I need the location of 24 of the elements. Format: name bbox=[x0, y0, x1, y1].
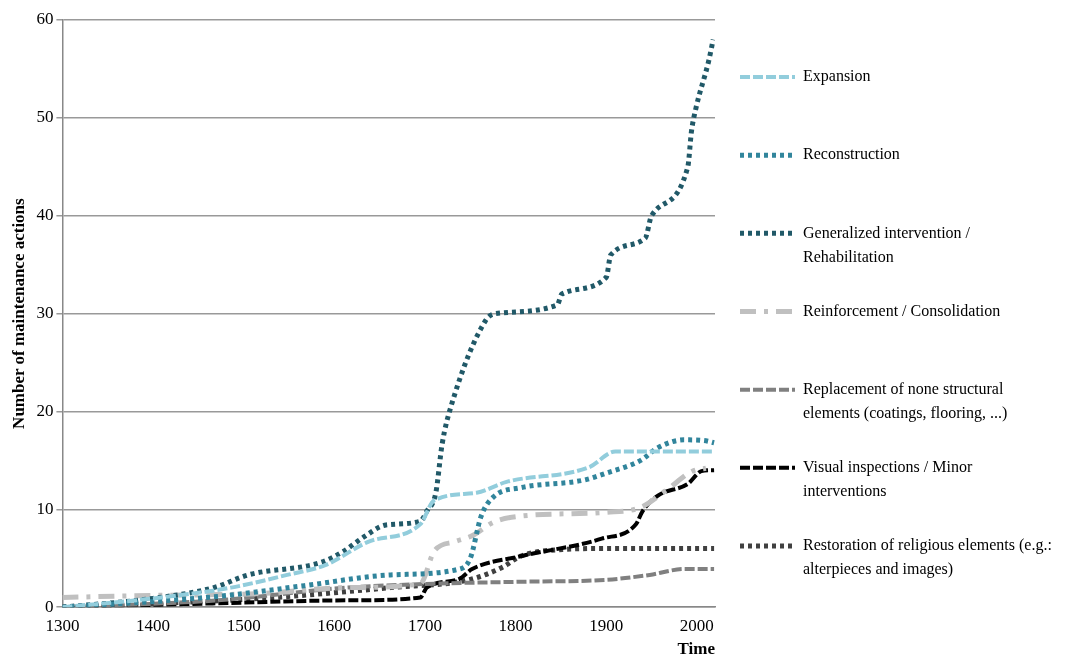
x-tick-label: 1900 bbox=[589, 615, 624, 635]
legend-label: Reconstruction bbox=[803, 145, 900, 163]
x-tick-label: 1700 bbox=[407, 615, 442, 635]
x-axis-title: Time bbox=[677, 639, 716, 659]
x-tick-label: 1500 bbox=[226, 615, 261, 635]
legend-label: Visual inspections / Minor interventions bbox=[803, 458, 973, 500]
x-tick-label: 1400 bbox=[136, 615, 171, 635]
legend-label: Restoration of religious elements (e.g.: alterpieces and images) bbox=[803, 536, 1052, 579]
y-tick-label: 50 bbox=[36, 107, 54, 127]
y-axis-title: Number of maintenance actions bbox=[8, 197, 28, 429]
legend-label: Generalized intervention / Rehabilitation bbox=[803, 223, 971, 265]
y-tick-label: 20 bbox=[36, 400, 54, 420]
x-tick-label: 1600 bbox=[317, 615, 352, 635]
y-tick-label: 40 bbox=[36, 205, 54, 225]
legend-label: Reinforcement / Consolidation bbox=[803, 301, 1001, 319]
legend-label: Replacement of none structural elements (coatings, flooring, ...) bbox=[803, 379, 1008, 422]
y-tick-label: 10 bbox=[36, 498, 54, 518]
y-tick-label: 30 bbox=[36, 303, 54, 323]
y-tick-label: 60 bbox=[36, 9, 54, 29]
legend-label: Expansion bbox=[803, 67, 871, 86]
x-tick-label: 1300 bbox=[45, 615, 80, 635]
x-tick-label: 1800 bbox=[498, 615, 533, 635]
x-tick-label: 2000 bbox=[679, 615, 714, 635]
y-tick-label: 0 bbox=[44, 596, 54, 616]
